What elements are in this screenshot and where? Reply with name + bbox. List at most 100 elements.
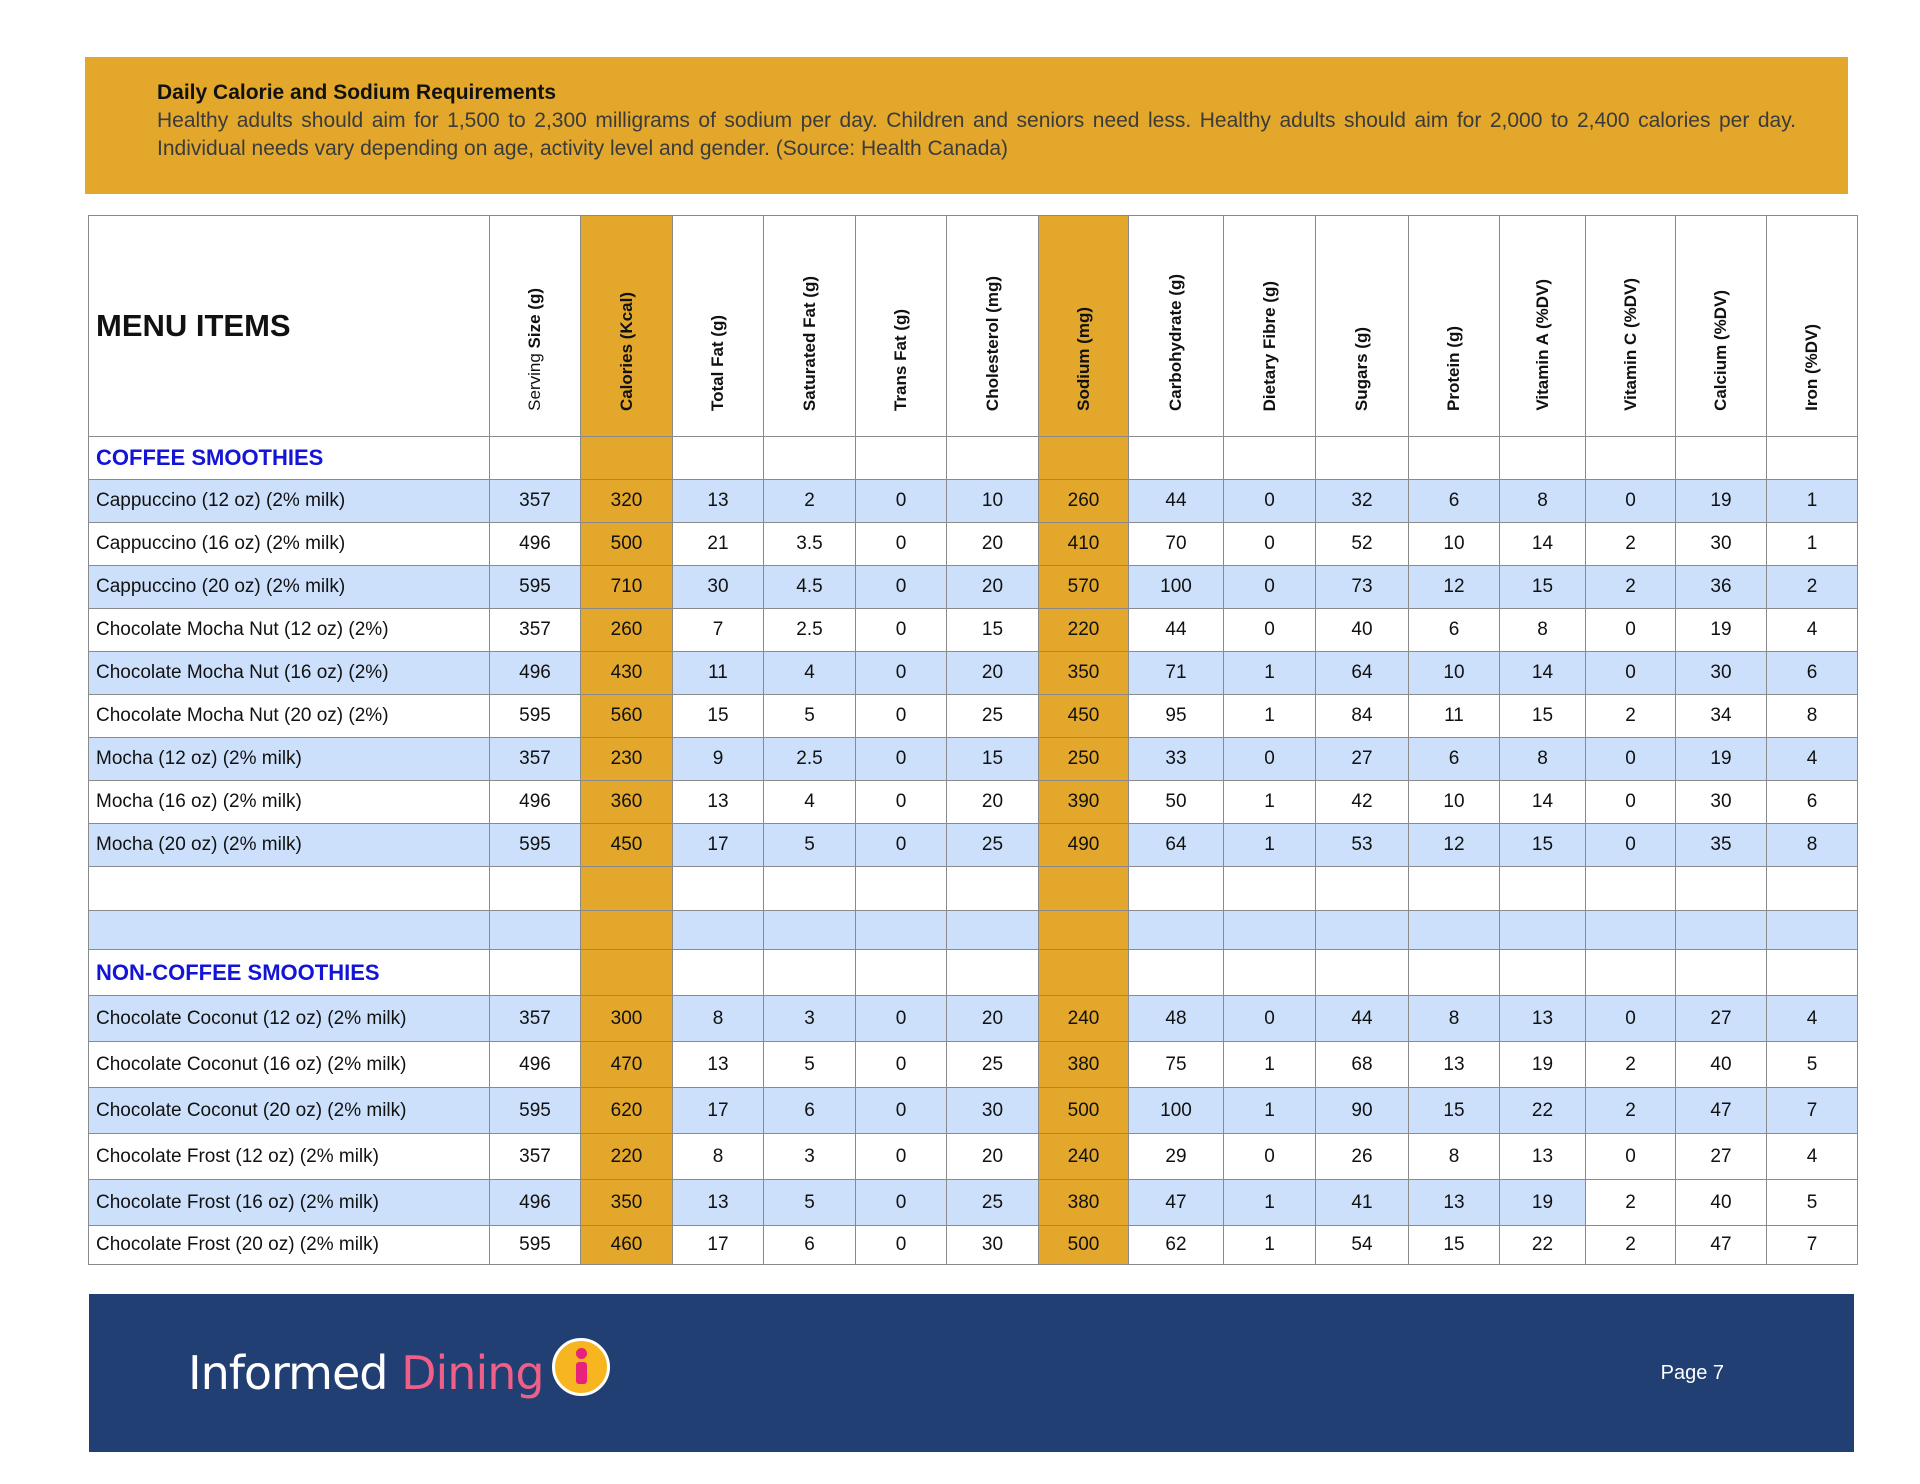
value-cell: 0 [855,1041,947,1088]
value-cell: 8 [672,995,764,1042]
value-cell: 3.5 [763,522,856,566]
menu-item-name: Mocha (12 oz) (2% milk) [88,737,490,781]
empty-cell [1766,866,1858,911]
value-cell: 30 [1675,522,1767,566]
empty-cell [1675,949,1767,996]
menu-item-name: Cappuccino (12 oz) (2% milk) [88,479,490,523]
menu-item-name: Chocolate Frost (20 oz) (2% milk) [88,1225,490,1265]
value-cell: 30 [946,1087,1039,1134]
column-header: Total Fat (g) [672,215,764,437]
column-header-label: Carbohydrate (g) [1166,274,1185,411]
value-cell: 240 [1038,1133,1129,1180]
value-cell: 450 [1038,694,1129,738]
value-cell: 20 [946,1133,1039,1180]
value-cell: 380 [1038,1041,1129,1088]
value-cell: 2 [1585,1225,1676,1265]
value-cell: 0 [1585,651,1676,695]
value-cell: 0 [1223,737,1316,781]
value-cell: 30 [672,565,764,609]
value-cell: 0 [1223,479,1316,523]
value-cell: 64 [1315,651,1409,695]
empty-cell [1038,866,1129,911]
table-row: Chocolate Frost (20 oz) (2% milk) 595 460 1… [88,1225,1858,1265]
value-cell: 8 [1499,479,1586,523]
value-cell: 7 [672,608,764,652]
empty-cell [1499,910,1586,950]
value-cell: 0 [855,1133,947,1180]
value-cell: 3 [763,1133,856,1180]
value-cell: 47 [1675,1225,1767,1265]
value-cell: 13 [1499,995,1586,1042]
value-cell: 0 [1223,1133,1316,1180]
table-row: Cappuccino (12 oz) (2% milk) 357 320 13 2 0 10… [88,479,1858,523]
value-cell: 496 [489,1041,581,1088]
column-header-label: Sugars (g) [1352,326,1371,411]
value-cell: 357 [489,479,581,523]
value-cell: 64 [1128,823,1224,867]
empty-cell [1128,949,1224,996]
value-cell: 595 [489,694,581,738]
header-row: MENU ITEMS Serving Size (g) Calories (Kca… [88,215,1858,437]
column-header: Cholesterol (mg) [946,215,1039,437]
empty-cell [1223,866,1316,911]
value-cell: 360 [580,780,673,824]
value-cell: 2 [763,479,856,523]
column-header: Vitamin C (%DV) [1585,215,1676,437]
value-cell: 0 [1585,780,1676,824]
section-header-row: NON-COFFEE SMOOTHIES [88,949,1858,996]
value-cell: 47 [1675,1087,1767,1134]
empty-cell [672,866,764,911]
value-cell: 0 [855,479,947,523]
value-cell: 4 [1766,995,1858,1042]
value-cell: 17 [672,823,764,867]
blank-row [88,866,1858,911]
value-cell: 100 [1128,565,1224,609]
empty-cell [763,949,856,996]
value-cell: 500 [1038,1225,1129,1265]
value-cell: 0 [1585,737,1676,781]
value-cell: 0 [1585,479,1676,523]
empty-cell [763,910,856,950]
value-cell: 27 [1675,995,1767,1042]
value-cell: 430 [580,651,673,695]
value-cell: 1 [1223,780,1316,824]
value-cell: 500 [1038,1087,1129,1134]
empty-cell [1223,949,1316,996]
value-cell: 4 [1766,608,1858,652]
value-cell: 4.5 [763,565,856,609]
empty-cell [1408,866,1500,911]
value-cell: 15 [946,608,1039,652]
empty-cell [1038,910,1129,950]
value-cell: 40 [1315,608,1409,652]
value-cell: 0 [1585,823,1676,867]
value-cell: 84 [1315,694,1409,738]
value-cell: 450 [580,823,673,867]
empty-cell [946,866,1039,911]
column-header: Dietary Fibre (g) [1223,215,1316,437]
table-row: Chocolate Frost (12 oz) (2% milk) 357 220 8… [88,1133,1858,1180]
value-cell: 0 [855,780,947,824]
table-row: Mocha (16 oz) (2% milk) 496 360 13 4 0 20 390 50… [88,780,1858,824]
column-header: Iron (%DV) [1766,215,1858,437]
value-cell: 15 [1408,1225,1500,1265]
value-cell: 34 [1675,694,1767,738]
value-cell: 2 [1585,1041,1676,1088]
empty-cell [672,949,764,996]
menu-item-name: Chocolate Frost (16 oz) (2% milk) [88,1179,490,1226]
empty-cell [855,866,947,911]
nutrition-table: MENU ITEMS Serving Size (g) Calories (Kca… [88,215,1858,1265]
column-header: Sugars (g) [1315,215,1409,437]
empty-cell [1408,910,1500,950]
value-cell: 0 [855,1225,947,1265]
value-cell: 10 [946,479,1039,523]
value-cell: 70 [1128,522,1224,566]
empty-cell [763,866,856,911]
menu-item-name: Chocolate Mocha Nut (16 oz) (2%) [88,651,490,695]
table-row: Cappuccino (16 oz) (2% milk) 496 500 21 3.5 0… [88,522,1858,566]
banner-text: Healthy adults should aim for 1,500 to 2… [157,109,1796,160]
value-cell: 595 [489,565,581,609]
value-cell: 15 [1499,694,1586,738]
table-row: Chocolate Mocha Nut (20 oz) (2%) 595 560 15… [88,694,1858,738]
value-cell: 27 [1315,737,1409,781]
empty-cell [88,866,490,911]
